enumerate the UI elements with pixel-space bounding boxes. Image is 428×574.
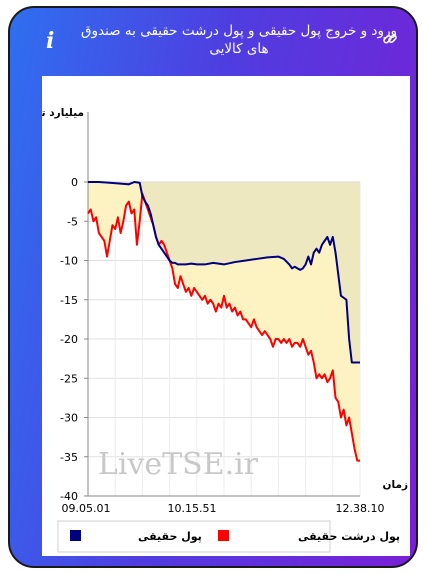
- y-tick-label: -5: [67, 215, 78, 228]
- link-icon[interactable]: [382, 31, 398, 47]
- y-tick-label: -20: [60, 333, 78, 346]
- legend-label: پول درشت حقیقی: [298, 530, 400, 543]
- y-tick-label: -15: [60, 294, 78, 307]
- watermark: LiveTSE.ir: [98, 447, 259, 482]
- x-tick-label: 12.38.10: [336, 502, 385, 515]
- y-tick-label: 0: [71, 176, 78, 189]
- x-axis-label: زمان: [383, 479, 408, 491]
- info-icon[interactable]: i: [46, 28, 55, 54]
- x-tick-label: 09.05.01: [62, 502, 111, 515]
- y-tick-label: -35: [60, 451, 78, 464]
- series-line-real-money: [88, 181, 360, 364]
- area-fill-real-money: [88, 182, 360, 363]
- y-tick-label: -30: [60, 412, 78, 425]
- card-header: i ورود و خروج پول حقیقی و پول درشت حقیقی…: [10, 8, 416, 74]
- chart-title: ورود و خروج پول حقیقی و پول درشت حقیقی ب…: [81, 23, 397, 57]
- y-tick-label: -25: [60, 372, 78, 385]
- legend-swatch: [218, 530, 229, 541]
- legend-swatch: [70, 530, 81, 541]
- legend-box: [57, 520, 331, 553]
- y-axis-label: میلیارد تومان: [42, 107, 84, 119]
- legend-label: پول حقیقی: [138, 530, 202, 543]
- chart-panel: 0 -5 -10 -15 -20 -25 -30 -35 -40 میلیارد تومان ز…: [16, 76, 410, 556]
- x-tick-label: 10.15.51: [168, 502, 217, 515]
- chart-svg: 0 -5 -10 -15 -20 -25 -30 -35 -40 میلیارد تومان ز…: [16, 107, 408, 553]
- chart-card: i ورود و خروج پول حقیقی و پول درشت حقیقی…: [8, 6, 418, 568]
- series-line-big-real-money: [87, 192, 360, 462]
- y-tick-label: -40: [60, 490, 78, 503]
- y-tick-label: -10: [60, 255, 78, 268]
